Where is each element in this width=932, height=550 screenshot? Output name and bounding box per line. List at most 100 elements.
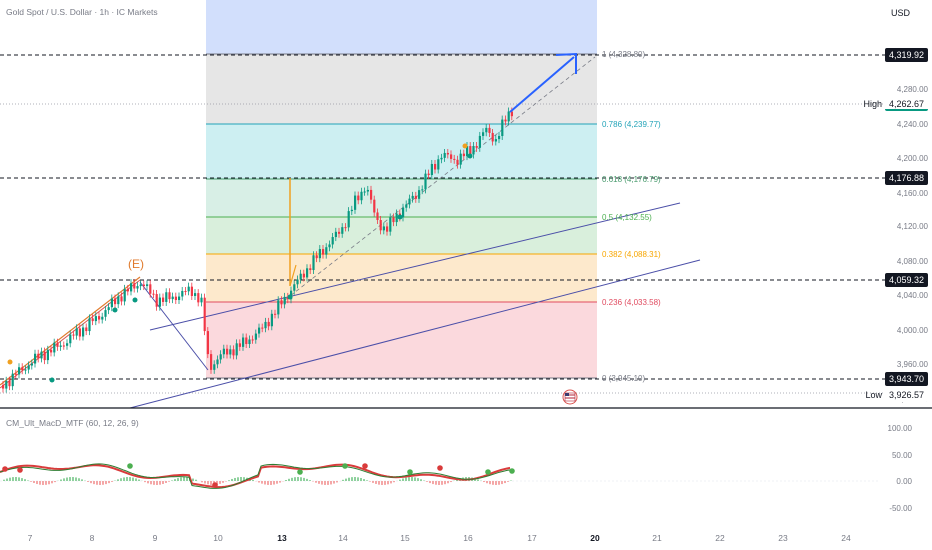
x-axis[interactable]: 7 8 9 10 13 14 15 16 17 20 21 22 23 24 (28, 533, 851, 543)
x-tick-label: 10 (213, 533, 223, 543)
macd-cross-dot (2, 466, 8, 472)
macd-bar (15, 477, 17, 481)
macd-bar (81, 479, 83, 481)
candle-body (98, 316, 101, 320)
candle-body (200, 297, 203, 303)
fib-zone-1 (206, 54, 597, 124)
candle-body (453, 158, 456, 160)
candle-body (293, 284, 296, 291)
candle-body (350, 209, 353, 212)
macd-bar (288, 478, 290, 481)
candle-body (277, 300, 280, 315)
y-tick-label: 4,000.00 (897, 326, 929, 335)
currency-label[interactable]: USD (890, 8, 910, 18)
candle-body (446, 152, 449, 155)
candle-body (395, 213, 398, 223)
candle-body (328, 244, 331, 248)
macd-bar (36, 481, 38, 485)
macd-bar (51, 481, 53, 484)
macd-bar (123, 477, 125, 481)
candle-body (274, 313, 277, 315)
indicator-title[interactable]: CM_Ult_MacD_MTF (60, 12, 26, 9) (6, 418, 139, 428)
candle-body (402, 207, 405, 218)
candle-body (405, 204, 408, 208)
candle-body (472, 146, 475, 155)
candle-body (392, 217, 395, 223)
candle-body (142, 284, 145, 287)
macd-bar (426, 481, 428, 482)
candle-body (501, 119, 504, 137)
macd-bar (375, 481, 377, 484)
us-flag-icon[interactable] (562, 389, 578, 405)
macd-bar (483, 481, 485, 483)
candle-body (59, 345, 62, 347)
candle-body (261, 327, 264, 329)
macd-bar (357, 477, 359, 481)
indicator-y-axis[interactable]: 100.00 50.00 0.00 -50.00 (888, 424, 913, 513)
candle-body (168, 292, 171, 300)
macd-cross-dot (127, 463, 133, 469)
macd-bar (447, 481, 449, 484)
macd-bar (297, 477, 299, 481)
y-tick-label: 4,240.00 (897, 120, 929, 129)
fib-zone-0786 (206, 124, 597, 179)
candle-body (130, 283, 133, 292)
channel-lower-line[interactable] (129, 259, 701, 409)
price-tag-4176: 4,176.88 (884, 171, 928, 185)
macd-bar (273, 481, 275, 485)
candle-body (206, 331, 209, 355)
macd-bar (504, 481, 506, 484)
candle-body (114, 298, 117, 305)
x-tick-label: 9 (153, 533, 158, 543)
candle-body (75, 328, 78, 336)
macd-bar (264, 481, 266, 485)
macd-bar (180, 477, 182, 481)
wave-label: (E) (128, 257, 144, 271)
candle-body (475, 146, 478, 148)
candle-body (126, 288, 129, 292)
macd-bar (216, 481, 218, 485)
y-axis[interactable]: 4,280.00 4,240.00 4,200.00 4,160.00 4,120.00… (897, 85, 929, 404)
candle-body (357, 195, 360, 201)
candle-body (146, 284, 149, 287)
x-tick-label: 21 (652, 533, 662, 543)
macd-bar (360, 478, 362, 481)
candle-body (56, 342, 59, 347)
macd-bar (105, 481, 107, 485)
price-tag-4059: 4,059.32 (884, 273, 928, 287)
y-tick-label: 4,080.00 (897, 257, 929, 266)
macd-bar (33, 481, 35, 484)
macd-bar (414, 477, 416, 481)
indicator-tick-label: -50.00 (889, 504, 912, 513)
candle-body (341, 227, 344, 234)
candle-body (386, 226, 389, 232)
candle-body (325, 247, 328, 255)
macd-bar (456, 479, 458, 481)
candle-body (85, 327, 88, 332)
macd-bar (495, 481, 497, 485)
macd-bar (90, 481, 92, 484)
macd-bar (153, 481, 155, 485)
candle-body (306, 268, 309, 278)
candle-body (309, 268, 312, 271)
candle-body (254, 333, 257, 340)
macd-bar (303, 477, 305, 481)
wave-line[interactable] (139, 281, 209, 371)
channel-upper-line[interactable] (149, 202, 681, 331)
candle-body (226, 348, 229, 355)
macd-bar (240, 477, 242, 481)
macd-bar (138, 479, 140, 481)
x-tick-label: 7 (28, 533, 33, 543)
candle-body (120, 296, 123, 302)
macd-bar (3, 479, 5, 481)
macd-bar (492, 481, 494, 485)
target-arrow[interactable] (509, 52, 577, 113)
macd-cross-dot (212, 482, 218, 488)
macd-bar (237, 477, 239, 481)
macd-bar (318, 481, 320, 484)
candle-body (510, 111, 513, 117)
candle-body (235, 343, 238, 356)
candle-body (117, 296, 120, 305)
candle-body (184, 290, 187, 292)
